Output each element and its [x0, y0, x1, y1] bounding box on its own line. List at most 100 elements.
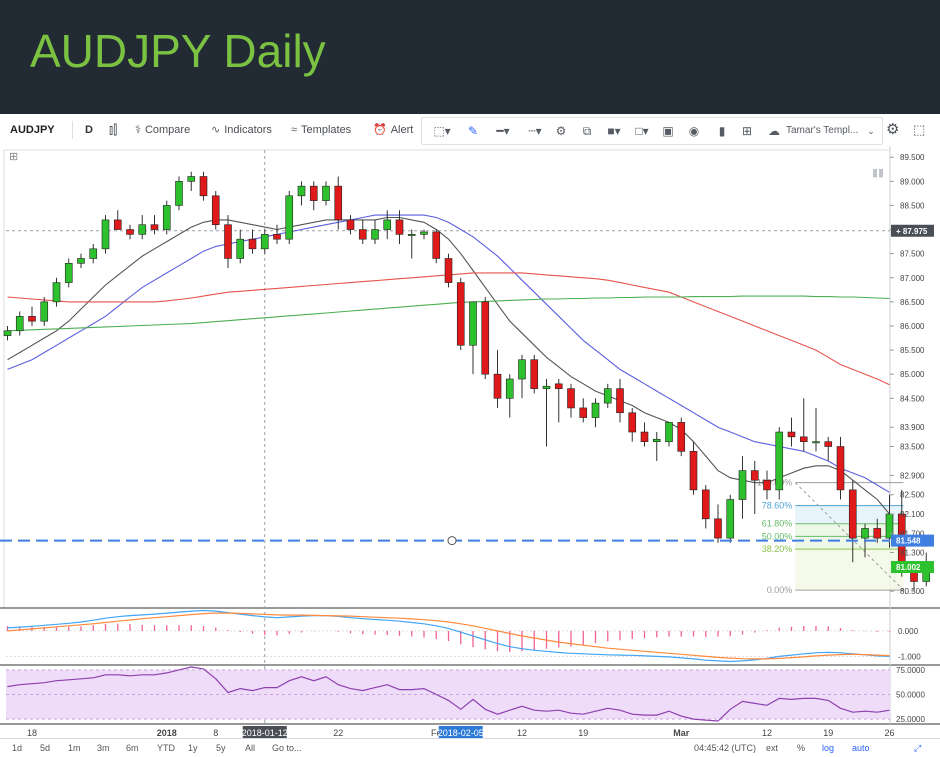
lock-icon[interactable]: ▣ [662, 124, 674, 138]
candle-body [113, 219, 122, 230]
fullscreen-icon[interactable]: ⤢ [914, 743, 922, 753]
rectangle-tool-icon[interactable]: ⬚▾ [433, 124, 451, 138]
rsi-pane [6, 666, 890, 722]
dash-style-icon[interactable]: ┄▾ [528, 124, 542, 138]
time-tick-label: 8 [213, 728, 218, 738]
fib-level-label: 78.60% [762, 501, 793, 511]
compare-button[interactable]: ⚕ Compare [135, 114, 190, 146]
rsi-tick-label: 50.0000 [896, 691, 925, 700]
compare-icon: ⚕ [135, 124, 141, 136]
candle-body [591, 402, 600, 418]
candle-body [481, 301, 490, 375]
banner: AUDJPY Daily [0, 0, 940, 114]
time-display: 04:45:42 (UTC) [694, 743, 757, 753]
candle-body [297, 185, 306, 197]
price-tick-label: 84.500 [900, 394, 925, 403]
candle-body [493, 373, 502, 399]
compare-label: Compare [144, 124, 191, 136]
fib-level-label: 50.00% [762, 531, 793, 541]
crosshair-price-label-bg [891, 224, 934, 237]
banner-title: AUDJPY Daily [30, 25, 326, 77]
chart-area[interactable]: ⊞ ▮▮ 100.00% 78.60% 61.80% 50.00% 38.20% 0.00%… [0, 146, 940, 738]
alert-button[interactable]: ⏰ Alert [373, 114, 413, 146]
copy-icon[interactable]: □▾ [635, 124, 649, 138]
time-tick-label: 26 [884, 728, 894, 738]
chart-background [0, 146, 940, 738]
candle-body [910, 571, 918, 582]
price-tick-label: 83.900 [900, 423, 925, 432]
range-button[interactable]: 1y [188, 743, 198, 753]
candle-body [407, 234, 416, 236]
expand-icon: ⊞ [9, 151, 18, 163]
price-tick-label: 87.000 [900, 274, 925, 283]
macd-tick-label: -1.000 [898, 652, 921, 661]
price-tick-label: 83.500 [900, 442, 925, 451]
candle-body [101, 219, 110, 250]
fullscreen-icon[interactable]: ⬚ [913, 122, 926, 137]
indicators-icon: ∿ [211, 124, 221, 136]
time-axis[interactable]: 18 2018 8 22 Fe 12 19 Mar 12 19 26 2018-01-12 2018-0… [27, 726, 895, 738]
candle-body [432, 231, 441, 259]
candle-body [444, 258, 453, 283]
range-button[interactable]: 6m [126, 743, 139, 753]
pencil-icon[interactable]: ✎ [467, 124, 479, 138]
candles-icon[interactable]: ⫾⫿ [109, 122, 118, 137]
range-button[interactable]: 1d [12, 743, 23, 753]
price-tick-label: 82.500 [900, 491, 925, 500]
candle-body [542, 385, 551, 389]
candle-body [248, 238, 257, 250]
templates-button[interactable]: ≈ Templates [291, 114, 351, 146]
percent-toggle[interactable]: % [797, 743, 806, 753]
candle-body [3, 330, 12, 336]
crosshair-price-label: + 87.975 [896, 227, 928, 236]
interval-button[interactable]: D [85, 124, 93, 136]
candle-body [775, 431, 784, 491]
price-tick-label: 82.100 [900, 510, 925, 519]
range-button[interactable]: 3m [97, 743, 110, 753]
price-tick-label: 81.300 [900, 549, 925, 558]
candle-body [505, 378, 514, 399]
cloud-icon[interactable]: ☁ [768, 124, 780, 138]
gear-icon[interactable]: ⚙ [555, 124, 567, 138]
settings-gear-icon[interactable]: ⚙ [886, 121, 900, 138]
range-button[interactable]: YTD [157, 743, 175, 753]
candle-body [885, 513, 894, 539]
indicators-button[interactable]: ∿ Indicators [211, 114, 272, 146]
line-style-icon[interactable]: ━▾ [496, 124, 510, 138]
trash-icon[interactable]: ▮ [718, 124, 726, 138]
line-handle [447, 536, 457, 546]
candle-body [567, 388, 575, 409]
price-pane[interactable]: 100.00% 78.60% 61.80% 50.00% 38.20% 0.00% [0, 171, 931, 595]
candle-body [40, 301, 49, 322]
price-tick-label: 88.500 [900, 201, 925, 210]
range-button[interactable]: Go to... [272, 743, 302, 753]
price-tick-label: 89.500 [900, 153, 925, 162]
range-button[interactable]: All [245, 743, 256, 753]
eye-icon[interactable]: ◉ [688, 124, 700, 138]
price-tick-label: 85.000 [900, 370, 925, 379]
ext-toggle[interactable]: ext [766, 743, 779, 753]
candle-body [812, 441, 820, 444]
snapshot-icon[interactable]: ⧉ [582, 124, 592, 138]
template-name[interactable]: Tamar's Templ... [786, 125, 859, 136]
log-toggle[interactable]: log [822, 743, 835, 753]
candle-body [309, 185, 318, 201]
symbol-search[interactable]: AUDJPY [10, 124, 55, 136]
range-button[interactable]: 5d [40, 743, 51, 753]
macd-pane [6, 609, 891, 663]
top-toolbar: AUDJPY D ⫾⫿ ⚕ Compare ∿ Indicators ≈ Templa… [0, 114, 940, 147]
candle-body [873, 528, 882, 539]
macd-tick-label: 0.000 [898, 627, 919, 636]
range-button[interactable]: 5y [216, 743, 226, 753]
auto-toggle[interactable]: auto [852, 743, 870, 753]
rsi-line [7, 666, 890, 722]
chevron-down-icon[interactable]: ⌄ [867, 126, 875, 136]
candle-body [848, 489, 857, 539]
fill-icon[interactable]: ■▾ [607, 124, 621, 138]
candle-body [738, 470, 747, 500]
layout-icon[interactable]: ⊞ [741, 124, 753, 138]
price-axis[interactable]: 89.50089.00088.50088.00087.50087.00086.5… [890, 153, 934, 724]
candle-body [371, 229, 379, 240]
range-button[interactable]: 1m [68, 743, 81, 753]
drawing-toolbar: ⬚▾ ✎ ━▾ ┄▾ ⚙ ⧉ ■▾ □▾ ▣ ◉ ▮ ⊞ ☁ Tamar's T… [421, 117, 883, 145]
